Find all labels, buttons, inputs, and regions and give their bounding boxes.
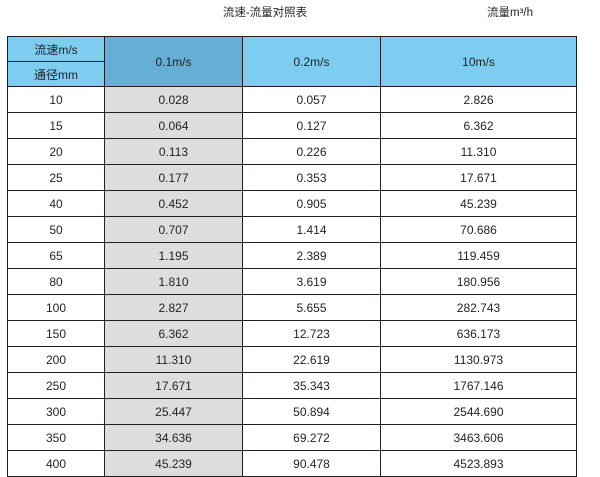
cell-nominal-diameter: 150 bbox=[7, 320, 105, 347]
cell-flow-0-2ms: 90.478 bbox=[242, 450, 381, 477]
table-row: 100 2.827 5.655 282.743 bbox=[7, 294, 577, 321]
page-title: 流速-流量对照表 bbox=[222, 7, 308, 19]
cell-flow-10ms: 180.956 bbox=[380, 268, 577, 295]
table-body: 10 0.028 0.057 2.826 15 0.064 0.127 6.362 20 0.11… bbox=[7, 86, 577, 477]
cell-flow-0-1ms: 0.177 bbox=[104, 164, 243, 191]
cell-flow-0-1ms: 25.447 bbox=[104, 398, 243, 425]
cell-flow-10ms: 2.826 bbox=[380, 86, 577, 113]
cell-flow-0-2ms: 22.619 bbox=[242, 346, 381, 373]
cell-flow-10ms: 1130.973 bbox=[380, 346, 577, 373]
cell-nominal-diameter: 25 bbox=[7, 164, 105, 191]
cell-flow-0-2ms: 50.894 bbox=[242, 398, 381, 425]
cell-flow-0-1ms: 1.810 bbox=[104, 268, 243, 295]
cell-flow-10ms: 17.671 bbox=[380, 164, 577, 191]
table-row: 200 11.310 22.619 1130.973 bbox=[7, 346, 577, 373]
cell-flow-0-1ms: 0.113 bbox=[104, 138, 243, 165]
cell-flow-0-1ms: 45.239 bbox=[104, 450, 243, 477]
cell-flow-0-1ms: 2.827 bbox=[104, 294, 243, 321]
cell-flow-0-2ms: 12.723 bbox=[242, 320, 381, 347]
table-row: 80 1.810 3.619 180.956 bbox=[7, 268, 577, 295]
table-row: 65 1.195 2.389 119.459 bbox=[7, 242, 577, 269]
cell-nominal-diameter: 350 bbox=[7, 424, 105, 451]
table-row: 300 25.447 50.894 2544.690 bbox=[7, 398, 577, 425]
cell-flow-0-1ms: 6.362 bbox=[104, 320, 243, 347]
cell-flow-0-1ms: 11.310 bbox=[104, 346, 243, 373]
cell-flow-10ms: 3463.606 bbox=[380, 424, 577, 451]
table-row: 10 0.028 0.057 2.826 bbox=[7, 86, 577, 113]
table-row: 20 0.113 0.226 11.310 bbox=[7, 138, 577, 165]
table-row: 350 34.636 69.272 3463.606 bbox=[7, 424, 577, 451]
table-header-row-top: 流速m/s 0.1m/s 0.2m/s 10m/s bbox=[7, 36, 577, 87]
corner-header-diameter: 通径mm bbox=[7, 61, 105, 87]
cell-nominal-diameter: 200 bbox=[7, 346, 105, 373]
cell-flow-10ms: 636.173 bbox=[380, 320, 577, 347]
cell-flow-10ms: 1767.146 bbox=[380, 372, 577, 399]
cell-flow-0-2ms: 3.619 bbox=[242, 268, 381, 295]
cell-flow-10ms: 119.459 bbox=[380, 242, 577, 269]
cell-nominal-diameter: 65 bbox=[7, 242, 105, 269]
cell-nominal-diameter: 15 bbox=[7, 112, 105, 139]
cell-flow-0-1ms: 17.671 bbox=[104, 372, 243, 399]
cell-nominal-diameter: 250 bbox=[7, 372, 105, 399]
cell-flow-0-2ms: 0.057 bbox=[242, 86, 381, 113]
cell-nominal-diameter: 50 bbox=[7, 216, 105, 243]
cell-flow-10ms: 11.310 bbox=[380, 138, 577, 165]
cell-flow-10ms: 6.362 bbox=[380, 112, 577, 139]
cell-nominal-diameter: 20 bbox=[7, 138, 105, 165]
table-row: 25 0.177 0.353 17.671 bbox=[7, 164, 577, 191]
cell-flow-0-1ms: 0.028 bbox=[104, 86, 243, 113]
corner-header-velocity: 流速m/s bbox=[7, 36, 105, 62]
cell-flow-0-2ms: 0.905 bbox=[242, 190, 381, 217]
cell-flow-10ms: 2544.690 bbox=[380, 398, 577, 425]
cell-nominal-diameter: 10 bbox=[7, 86, 105, 113]
cell-flow-10ms: 4523.893 bbox=[380, 450, 577, 477]
cell-flow-0-2ms: 0.127 bbox=[242, 112, 381, 139]
table-row: 400 45.239 90.478 4523.893 bbox=[7, 450, 577, 477]
table-row: 15 0.064 0.127 6.362 bbox=[7, 112, 577, 139]
table-row: 150 6.362 12.723 636.173 bbox=[7, 320, 577, 347]
cell-flow-0-1ms: 0.452 bbox=[104, 190, 243, 217]
cell-flow-0-2ms: 1.414 bbox=[242, 216, 381, 243]
column-header-10ms: 10m/s bbox=[380, 36, 577, 87]
cell-flow-0-1ms: 34.636 bbox=[104, 424, 243, 451]
flow-table-container: 流速m/s 0.1m/s 0.2m/s 10m/s 通径mm 10 0.028 0.… bbox=[7, 36, 577, 477]
titles-bar: 流速-流量对照表 流量m³/h bbox=[0, 0, 600, 32]
cell-flow-0-2ms: 0.353 bbox=[242, 164, 381, 191]
cell-flow-0-2ms: 5.655 bbox=[242, 294, 381, 321]
table-row: 250 17.671 35.343 1767.146 bbox=[7, 372, 577, 399]
cell-nominal-diameter: 80 bbox=[7, 268, 105, 295]
cell-nominal-diameter: 300 bbox=[7, 398, 105, 425]
cell-flow-0-1ms: 0.707 bbox=[104, 216, 243, 243]
cell-flow-10ms: 70.686 bbox=[380, 216, 577, 243]
cell-flow-0-1ms: 0.064 bbox=[104, 112, 243, 139]
flow-table: 流速m/s 0.1m/s 0.2m/s 10m/s 通径mm 10 0.028 0.… bbox=[7, 36, 577, 477]
cell-nominal-diameter: 400 bbox=[7, 450, 105, 477]
table-header: 流速m/s 0.1m/s 0.2m/s 10m/s 通径mm bbox=[7, 36, 577, 87]
cell-flow-0-1ms: 1.195 bbox=[104, 242, 243, 269]
cell-nominal-diameter: 100 bbox=[7, 294, 105, 321]
table-row: 40 0.452 0.905 45.239 bbox=[7, 190, 577, 217]
cell-flow-10ms: 45.239 bbox=[380, 190, 577, 217]
cell-flow-0-2ms: 35.343 bbox=[242, 372, 381, 399]
cell-nominal-diameter: 40 bbox=[7, 190, 105, 217]
cell-flow-0-2ms: 2.389 bbox=[242, 242, 381, 269]
cell-flow-0-2ms: 0.226 bbox=[242, 138, 381, 165]
cell-flow-0-2ms: 69.272 bbox=[242, 424, 381, 451]
cell-flow-10ms: 282.743 bbox=[380, 294, 577, 321]
table-row: 50 0.707 1.414 70.686 bbox=[7, 216, 577, 243]
flow-unit-label: 流量m³/h bbox=[487, 7, 533, 19]
table-header-row-bottom: 通径mm bbox=[7, 61, 577, 87]
column-header-0-1ms: 0.1m/s bbox=[104, 36, 243, 87]
column-header-0-2ms: 0.2m/s bbox=[242, 36, 381, 87]
